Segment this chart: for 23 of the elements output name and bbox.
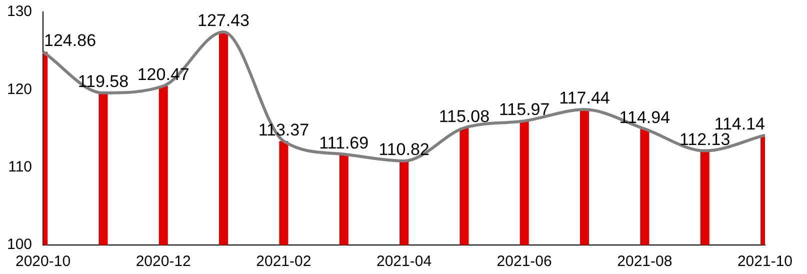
data-label: 111.69 <box>319 133 369 152</box>
data-label: 127.43 <box>198 11 250 30</box>
data-label: 117.44 <box>559 88 610 108</box>
y-tick-label: 100 <box>6 236 32 254</box>
x-tick-label: 2021-02 <box>256 253 312 270</box>
data-label: 115.08 <box>438 107 490 126</box>
x-tick-label: 2021-08 <box>617 253 672 270</box>
x-tick-label: 2021-06 <box>496 253 552 270</box>
x-tick-label: 2021-10 <box>737 253 793 270</box>
y-tick-label: 120 <box>6 80 32 98</box>
y-tick-label: 130 <box>6 3 32 20</box>
line-series <box>42 30 766 162</box>
data-label: 124.86 <box>44 31 96 50</box>
x-tick-label: 2021-04 <box>376 253 432 270</box>
data-label: 115.97 <box>498 100 550 120</box>
data-label: 110.82 <box>378 140 430 160</box>
data-label: 113.37 <box>258 120 310 140</box>
x-tick-label: 2020-10 <box>15 253 71 270</box>
y-tick-label: 110 <box>8 158 32 176</box>
data-label: 120.47 <box>137 65 190 84</box>
data-label: 114.94 <box>619 108 670 128</box>
data-label: 119.58 <box>78 72 129 92</box>
x-tick-label: 2020-12 <box>136 253 191 270</box>
